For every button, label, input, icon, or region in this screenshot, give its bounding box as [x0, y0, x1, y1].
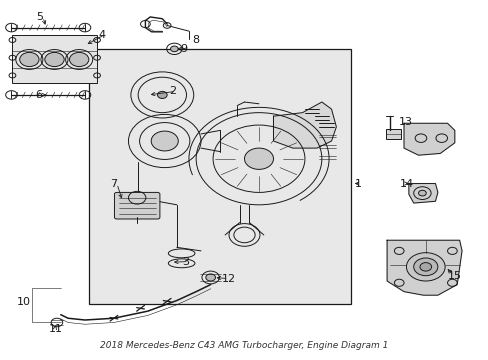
- Text: 2018 Mercedes-Benz C43 AMG Turbocharger, Engine Diagram 1: 2018 Mercedes-Benz C43 AMG Turbocharger,…: [100, 341, 388, 350]
- Text: 2: 2: [169, 86, 176, 96]
- Text: 4: 4: [98, 30, 105, 40]
- Polygon shape: [408, 184, 437, 203]
- Bar: [12, 35, 97, 82]
- Text: 11: 11: [49, 324, 62, 334]
- Text: 5: 5: [37, 12, 43, 22]
- Text: 15: 15: [447, 271, 461, 281]
- Circle shape: [45, 53, 64, 67]
- Circle shape: [20, 53, 39, 67]
- Circle shape: [406, 253, 444, 281]
- Circle shape: [69, 53, 89, 67]
- Circle shape: [151, 131, 178, 151]
- Polygon shape: [403, 123, 454, 155]
- Polygon shape: [386, 240, 461, 295]
- FancyBboxPatch shape: [114, 192, 160, 219]
- Text: 9: 9: [180, 44, 187, 54]
- Polygon shape: [273, 102, 336, 148]
- Circle shape: [157, 91, 167, 99]
- Bar: [386, 129, 400, 139]
- Text: 14: 14: [399, 179, 413, 189]
- Text: 7: 7: [110, 179, 118, 189]
- Circle shape: [413, 258, 437, 276]
- Text: 8: 8: [192, 35, 199, 45]
- Text: 3: 3: [182, 257, 189, 266]
- Text: 13: 13: [398, 117, 412, 126]
- Circle shape: [419, 262, 431, 271]
- Text: 1: 1: [354, 179, 361, 189]
- Circle shape: [418, 190, 426, 196]
- Bar: [89, 49, 350, 304]
- Text: 12: 12: [222, 274, 235, 284]
- Circle shape: [170, 46, 178, 52]
- Circle shape: [205, 274, 215, 281]
- Text: 6: 6: [36, 90, 42, 100]
- Text: 10: 10: [17, 297, 31, 307]
- Circle shape: [244, 148, 273, 169]
